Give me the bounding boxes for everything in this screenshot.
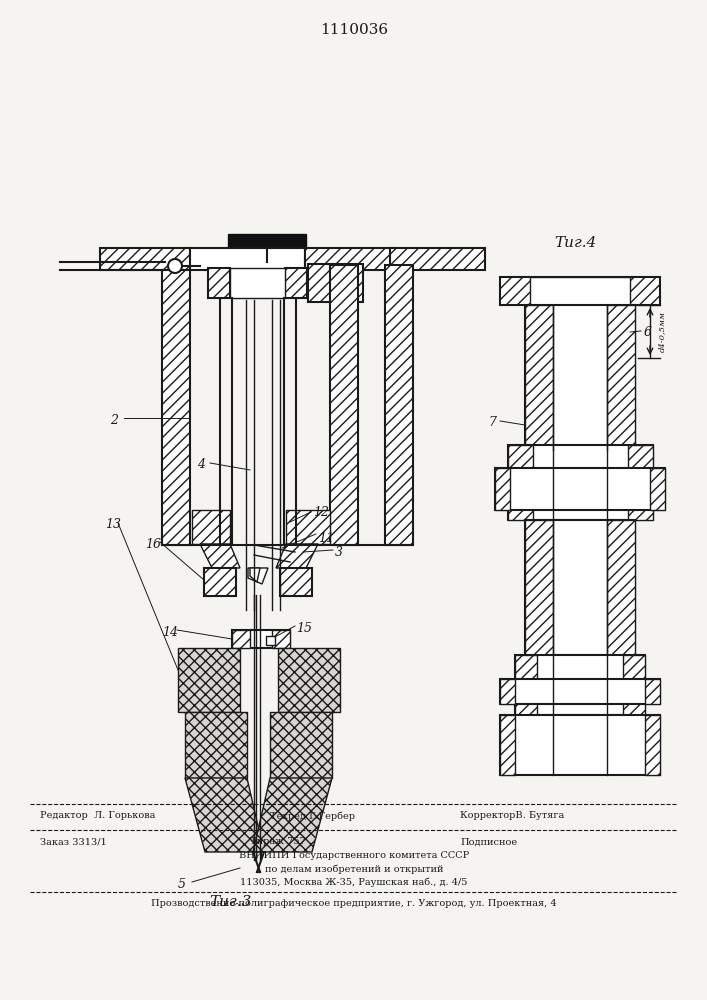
Text: 13: 13 [105, 518, 121, 530]
Bar [515, 655, 645, 715]
Bar [525, 305, 553, 450]
Bar [162, 270, 190, 545]
Bar [232, 630, 250, 648]
Polygon shape [276, 544, 318, 568]
Circle shape [168, 259, 182, 273]
Bar [308, 264, 363, 302]
Bar [278, 648, 340, 712]
Bar [525, 520, 635, 655]
Text: Подписное: Подписное [460, 838, 517, 846]
Text: 15: 15 [296, 621, 312, 635]
Bar [330, 265, 358, 545]
Bar [525, 520, 553, 655]
Text: Прозводственно-полиграфическое предприятие, г. Ужгород, ул. Проектная, 4: Прозводственно-полиграфическое предприят… [151, 900, 557, 908]
Text: 11: 11 [318, 532, 334, 544]
Bar [385, 265, 413, 545]
Bar [650, 468, 665, 510]
Bar [204, 568, 236, 596]
Bar [500, 679, 515, 704]
Bar [508, 445, 653, 520]
Text: Техред Г.Гербер: Техред Г.Гербер [270, 811, 355, 821]
Bar [623, 655, 645, 715]
Text: по делам изобретений и открытий: по делам изобретений и открытий [264, 864, 443, 874]
Polygon shape [192, 510, 230, 544]
Bar [285, 268, 307, 298]
Text: 7: 7 [488, 416, 496, 430]
Bar [266, 636, 275, 645]
Bar [495, 468, 510, 510]
Bar [190, 248, 305, 270]
Text: 16: 16 [145, 538, 161, 550]
Bar [272, 630, 290, 648]
Text: 6: 6 [644, 326, 652, 338]
Bar [500, 277, 660, 305]
Bar [100, 248, 190, 270]
Text: 2: 2 [110, 414, 118, 426]
Bar [607, 305, 635, 450]
Polygon shape [185, 778, 264, 852]
Polygon shape [250, 568, 260, 582]
Bar [500, 715, 660, 775]
Text: 12: 12 [313, 506, 329, 520]
Bar [390, 248, 485, 270]
Bar [500, 679, 660, 704]
Polygon shape [286, 510, 330, 544]
Bar [525, 305, 635, 450]
Text: 14: 14 [162, 626, 178, 639]
Bar [232, 630, 290, 648]
Text: 113035, Москва Ж-35, Раушская наб., д. 4/5: 113035, Москва Ж-35, Раушская наб., д. 4… [240, 877, 468, 887]
Bar [500, 715, 515, 775]
Bar [185, 712, 247, 778]
Text: 4: 4 [197, 458, 205, 472]
Text: Τиг.3: Τиг.3 [209, 895, 251, 909]
Bar [508, 445, 533, 520]
Text: КорректорВ. Бутяга: КорректорВ. Бутяга [460, 812, 564, 820]
Polygon shape [253, 778, 332, 852]
Bar [628, 445, 653, 520]
Bar [645, 715, 660, 775]
Bar [208, 268, 230, 298]
Bar [280, 568, 312, 596]
Text: Τиг.4: Τиг.4 [554, 236, 596, 250]
Bar [230, 268, 285, 298]
Bar [495, 468, 665, 510]
Text: 1110036: 1110036 [320, 23, 388, 37]
Text: d4-0,5мм: d4-0,5мм [658, 312, 666, 353]
Text: Тираж 757: Тираж 757 [250, 838, 305, 846]
Bar [305, 248, 395, 270]
Text: ВНИИПИ Государственного комитета СССР: ВНИИПИ Государственного комитета СССР [239, 852, 469, 860]
Bar [228, 234, 306, 248]
Bar [270, 712, 332, 778]
Polygon shape [248, 568, 268, 584]
Bar [645, 679, 660, 704]
Polygon shape [200, 544, 240, 568]
Bar [178, 648, 240, 712]
Text: Редактор  Л. Горькова: Редактор Л. Горькова [40, 812, 156, 820]
Text: 5: 5 [178, 879, 186, 892]
Bar [530, 277, 630, 305]
Bar [515, 655, 537, 715]
Bar [607, 520, 635, 655]
Text: 3: 3 [335, 546, 343, 558]
Text: Заказ 3313/1: Заказ 3313/1 [40, 838, 107, 846]
